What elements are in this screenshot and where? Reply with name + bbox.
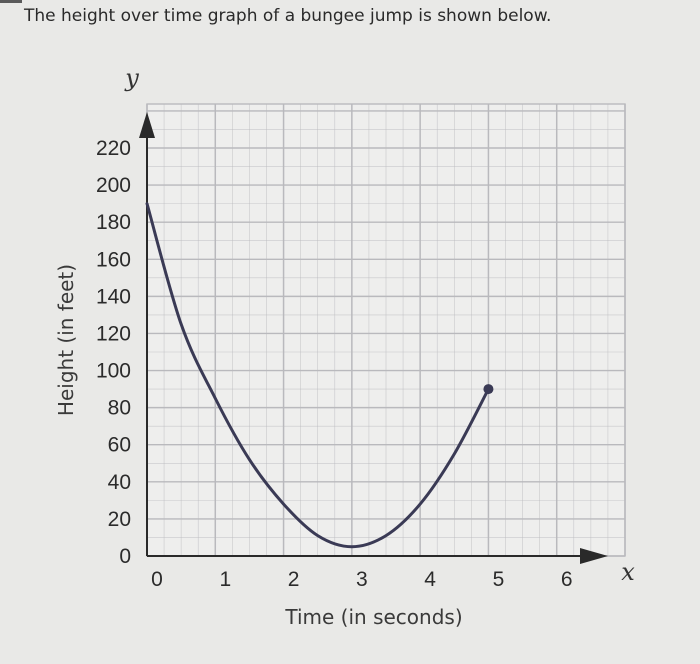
x-axis-variable: x <box>621 558 635 586</box>
endpoint-dot <box>483 384 494 395</box>
series-group <box>145 202 494 549</box>
x-tick-label: 4 <box>424 568 436 591</box>
y-axis-arrow <box>139 112 155 138</box>
x-tick-label: 5 <box>493 568 505 591</box>
top-rule <box>0 0 22 3</box>
grid-lines <box>146 103 626 557</box>
y-tick-label: 220 <box>96 137 131 160</box>
y-tick-label: 80 <box>108 397 131 420</box>
y-axis-label: Height (in feet) <box>54 264 78 416</box>
y-axis-variable: y <box>124 64 139 92</box>
y-tick-label: 100 <box>96 360 131 383</box>
y-tick-labels: 0 20 40 60 80 100 120 140 160 180 200 220 <box>96 137 131 568</box>
y-tick-label: 180 <box>96 211 131 234</box>
x-tick-label: 3 <box>356 568 368 591</box>
x-tick-label: 1 <box>219 568 231 591</box>
y-tick-label: 160 <box>96 248 131 271</box>
y-tick-label: 20 <box>108 508 131 531</box>
y-tick-label: 120 <box>96 322 131 345</box>
y-tick-label: 200 <box>96 174 131 197</box>
x-tick-label: 6 <box>561 568 573 591</box>
y-tick-label: 60 <box>108 434 131 457</box>
question-text: The height over time graph of a bungee j… <box>24 6 552 26</box>
x-tick-label: 2 <box>288 568 300 591</box>
x-axis-label: Time (in seconds) <box>284 605 462 629</box>
x-tick-labels: 0 1 2 3 4 5 6 <box>151 568 572 591</box>
axes <box>139 112 608 564</box>
y-tick-label: 140 <box>96 285 131 308</box>
series-line <box>145 202 490 549</box>
x-axis-arrow <box>580 548 608 564</box>
y-tick-label: 0 <box>119 545 131 568</box>
x-tick-label: 0 <box>151 568 163 591</box>
y-tick-label: 40 <box>108 471 131 494</box>
